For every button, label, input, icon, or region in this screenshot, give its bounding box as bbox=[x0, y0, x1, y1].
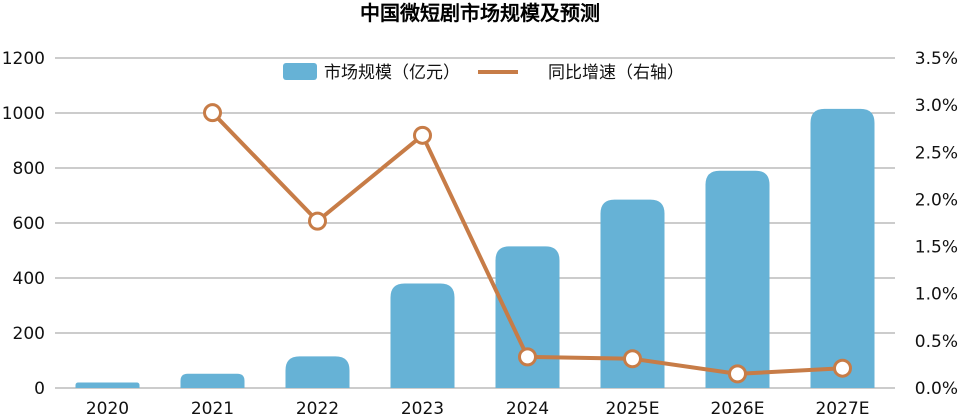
x-tick-label: 2027E bbox=[815, 399, 869, 418]
right-tick-label: 3.0% bbox=[915, 96, 958, 116]
bar bbox=[600, 199, 665, 388]
bar bbox=[180, 373, 245, 388]
right-tick-label: 0.5% bbox=[915, 332, 958, 352]
bar bbox=[495, 246, 560, 388]
line-point bbox=[518, 347, 537, 367]
x-tick-label: 2024 bbox=[506, 399, 549, 418]
x-tick-label: 2020 bbox=[86, 399, 129, 418]
left-tick-label: 1200 bbox=[2, 49, 45, 69]
line-series bbox=[203, 103, 852, 384]
left-tick-label: 400 bbox=[13, 269, 45, 289]
x-axis: 2020 2021 2022 2023 2024 2025E 2026E 2027E bbox=[86, 399, 870, 418]
legend-swatch-bar bbox=[283, 63, 317, 80]
left-tick-label: 0 bbox=[34, 379, 45, 399]
left-tick-label: 200 bbox=[13, 324, 45, 344]
right-tick-label: 0.0% bbox=[915, 379, 958, 399]
line-point bbox=[833, 358, 852, 378]
right-tick-label: 3.5% bbox=[915, 49, 958, 69]
left-axis: 0 200 400 600 800 1000 1200 bbox=[2, 49, 45, 399]
left-tick-label: 800 bbox=[13, 159, 45, 179]
x-tick-label: 2022 bbox=[296, 399, 339, 418]
legend-label-line: 同比增速（右轴） bbox=[548, 63, 684, 83]
right-tick-label: 2.5% bbox=[915, 143, 958, 163]
left-tick-label: 1000 bbox=[2, 104, 45, 124]
line-point bbox=[203, 103, 222, 123]
bar bbox=[810, 108, 875, 388]
bar bbox=[75, 382, 140, 388]
x-tick-label: 2025E bbox=[605, 399, 659, 418]
line-point bbox=[308, 211, 327, 231]
x-tick-label: 2023 bbox=[401, 399, 444, 418]
x-tick-label: 2026E bbox=[710, 399, 764, 418]
bar bbox=[705, 170, 770, 388]
right-tick-label: 1.5% bbox=[915, 238, 958, 258]
right-axis: 0.0% 0.5% 1.0% 1.5% 2.0% 2.5% 3.0% 3.5% bbox=[915, 49, 958, 399]
line-point bbox=[413, 125, 432, 145]
bar bbox=[285, 356, 350, 388]
legend: 市场规模（亿元） 同比增速（右轴） bbox=[283, 63, 684, 83]
right-tick-label: 2.0% bbox=[915, 190, 958, 210]
line-point bbox=[728, 364, 747, 384]
bar-series bbox=[75, 108, 875, 388]
legend-label-bar: 市场规模（亿元） bbox=[324, 63, 460, 83]
line-point bbox=[623, 349, 642, 369]
x-tick-label: 2021 bbox=[191, 399, 234, 418]
chart-title: 中国微短剧市场规模及预测 bbox=[360, 1, 600, 25]
left-tick-label: 600 bbox=[13, 214, 45, 234]
right-tick-label: 1.0% bbox=[915, 285, 958, 305]
bar bbox=[390, 283, 455, 388]
